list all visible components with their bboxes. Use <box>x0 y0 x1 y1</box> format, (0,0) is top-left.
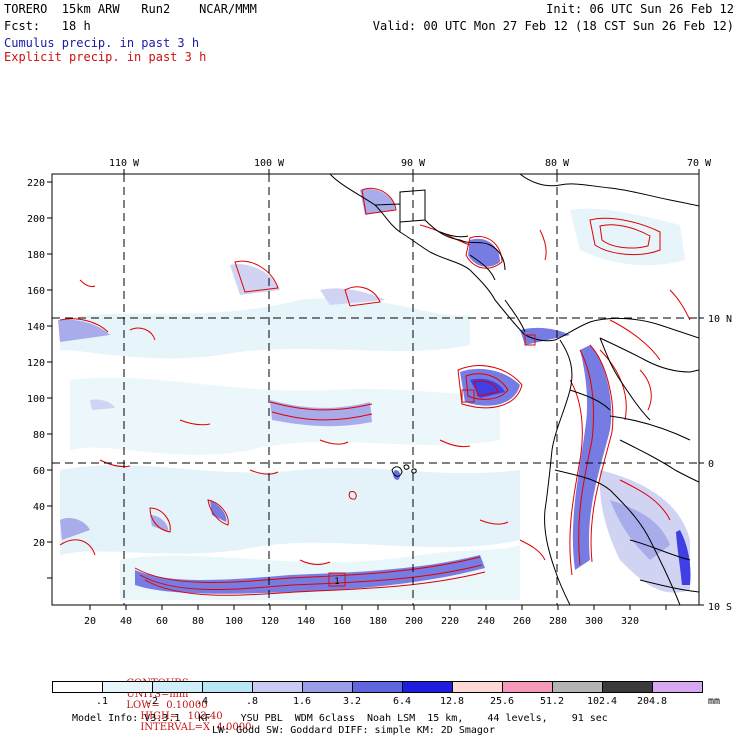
station-label: 1 <box>334 577 339 587</box>
colorbar-label: 102.4 <box>586 696 618 707</box>
grid-y-label: 160 <box>27 286 45 297</box>
grid-x-label: 120 <box>261 616 279 627</box>
grid-y-label: 120 <box>27 358 45 369</box>
axis-ticks <box>47 169 704 610</box>
colorbar-label: 12.8 <box>439 696 465 707</box>
grid-y-label: 140 <box>27 322 45 333</box>
explicit-precip-contours <box>59 187 691 596</box>
colorbar-swatch <box>602 681 653 693</box>
colorbar-swatch <box>102 681 153 693</box>
colorbar-swatch <box>352 681 403 693</box>
colorbar-label: 3.2 <box>342 696 362 707</box>
colorbar-label: .1 <box>95 696 109 707</box>
legend-explicit: Explicit precip. in past 3 h <box>4 50 207 64</box>
lon-label-70w: 70 W <box>687 158 712 169</box>
graticule <box>52 174 699 605</box>
legend-cumulus: Cumulus precip. in past 3 h <box>4 36 200 50</box>
station-markers <box>328 334 536 587</box>
grid-x-label: 220 <box>441 616 459 627</box>
colorbar-label: .8 <box>245 696 259 707</box>
grid-y-label: 200 <box>27 214 45 225</box>
grid-x-label: 40 <box>120 616 132 627</box>
grid-x-label: 140 <box>297 616 315 627</box>
colorbar-label: 1.6 <box>292 696 312 707</box>
grid-x-label: 240 <box>477 616 495 627</box>
colorbar-label: 25.6 <box>489 696 515 707</box>
grid-x-label: 260 <box>513 616 531 627</box>
grid-y-label: 180 <box>27 250 45 261</box>
colorbar-swatch <box>202 681 253 693</box>
colorbar-swatch <box>402 681 453 693</box>
colorbar-label: 6.4 <box>392 696 412 707</box>
coastlines <box>329 174 699 605</box>
colorbar-swatch <box>652 681 703 693</box>
init-time: Init: 06 UTC Sun 26 Feb 12 <box>546 2 734 16</box>
forecast-hour: Fcst: 18 h <box>4 19 91 33</box>
grid-x-label: 20 <box>84 616 96 627</box>
cumulus-precip-shading <box>58 188 691 600</box>
grid-y-label: 220 <box>27 178 45 189</box>
lon-label-80w: 80 W <box>545 158 570 169</box>
colorbar-swatch <box>552 681 603 693</box>
map-frame <box>51 173 700 606</box>
grid-y-label: 20 <box>33 538 45 549</box>
lon-label-90w: 90 W <box>401 158 426 169</box>
colorbar-swatch <box>52 681 103 693</box>
colorbar-swatch <box>252 681 303 693</box>
colorbar-unit: mm <box>708 696 721 707</box>
colorbar-label: 51.2 <box>539 696 565 707</box>
contour-info-interval: INTERVAL=X 4.0000 <box>140 722 252 733</box>
grid-x-label: 200 <box>405 616 423 627</box>
grid-x-label: 60 <box>156 616 168 627</box>
valid-time: Valid: 00 UTC Mon 27 Feb 12 (18 CST Sun … <box>372 19 734 33</box>
contour-info-units: UNITS=mm <box>126 689 189 700</box>
grid-y-label: 100 <box>27 394 45 405</box>
colorbar-swatch <box>302 681 353 693</box>
model-info-line1: Model Info: V3.3.1 KF YSU PBL WDM 6class… <box>72 713 608 724</box>
lat-label-10n: 10 N <box>708 314 732 325</box>
colorbar-swatch <box>452 681 503 693</box>
model-info-line2: LW: Godd SW: Goddard DIFF: simple KM: 2D… <box>212 725 495 736</box>
colorbar-label: .4 <box>195 696 209 707</box>
grid-y-label: 40 <box>33 502 45 513</box>
grid-x-label: 320 <box>621 616 639 627</box>
grid-x-label: 100 <box>225 616 243 627</box>
grid-x-label: 280 <box>549 616 567 627</box>
colorbar-swatch <box>152 681 203 693</box>
grid-y-label: 80 <box>33 430 45 441</box>
lat-label-10s: 10 S <box>708 602 732 613</box>
grid-x-label: 160 <box>333 616 351 627</box>
grid-x-label: 180 <box>369 616 387 627</box>
model-title: TORERO 15km ARW Run2 NCAR/MMM <box>4 2 257 16</box>
grid-x-label: 80 <box>192 616 204 627</box>
lon-label-110w: 110 W <box>109 158 140 169</box>
lon-label-100w: 100 W <box>254 158 285 169</box>
colorbar-swatch <box>502 681 553 693</box>
contour-info-high: HIGH= 102.40 <box>140 711 223 722</box>
lat-label-0: 0 <box>708 459 714 470</box>
grid-y-label: 60 <box>33 466 45 477</box>
colorbar-label: .2 <box>145 696 159 707</box>
grid-x-label: 300 <box>585 616 603 627</box>
colorbar-label: 204.8 <box>636 696 668 707</box>
contour-info-low: LOW= 0.10000 <box>126 700 208 711</box>
